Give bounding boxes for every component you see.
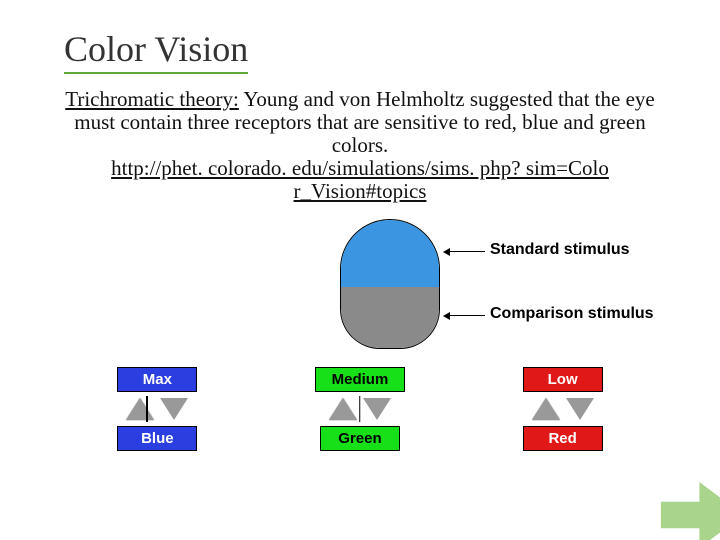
increase-icon[interactable] (532, 398, 560, 420)
level-indicator (146, 396, 148, 422)
control-column-green: Medium Green (285, 367, 435, 451)
standard-stimulus-label: Standard stimulus (490, 241, 630, 259)
comparison-stimulus-region (341, 287, 439, 348)
reference-link-line1[interactable]: http://phet. colorado. edu/simulations/s… (111, 156, 609, 180)
slide-title: Color Vision (64, 28, 248, 74)
increase-icon[interactable] (329, 398, 357, 420)
control-column-red: Low Red (488, 367, 638, 451)
increase-icon[interactable] (126, 398, 154, 420)
stepper (532, 398, 594, 420)
theory-name: Trichromatic theory: (65, 87, 239, 111)
controls-row: Max Blue Medium Green Low Red (40, 367, 680, 451)
body-paragraph: Trichromatic theory: Young and von Helmh… (40, 88, 680, 203)
decrease-icon[interactable] (160, 398, 188, 420)
color-name-pill: Blue (117, 426, 197, 451)
stepper (126, 398, 188, 420)
reference-link-line2[interactable]: r_Vision#topics (294, 179, 427, 203)
level-pill: Medium (315, 367, 406, 392)
color-name-pill: Green (320, 426, 400, 451)
comparison-stimulus-label: Comparison stimulus (490, 305, 654, 323)
control-column-blue: Max Blue (82, 367, 232, 451)
slide: Color Vision Trichromatic theory: Young … (0, 0, 720, 540)
decrease-icon[interactable] (363, 398, 391, 420)
stepper (329, 398, 391, 420)
color-name-pill: Red (523, 426, 603, 451)
next-slide-icon[interactable] (640, 460, 720, 540)
stimulus-capsule (340, 219, 440, 349)
level-pill: Max (117, 367, 197, 392)
level-pill: Low (523, 367, 603, 392)
decrease-icon[interactable] (566, 398, 594, 420)
arrow-to-standard (445, 251, 485, 252)
standard-stimulus-region (341, 220, 439, 287)
stimulus-diagram: Standard stimulus Comparison stimulus (40, 211, 680, 361)
arrow-to-comparison (445, 315, 485, 316)
level-indicator (359, 396, 361, 422)
